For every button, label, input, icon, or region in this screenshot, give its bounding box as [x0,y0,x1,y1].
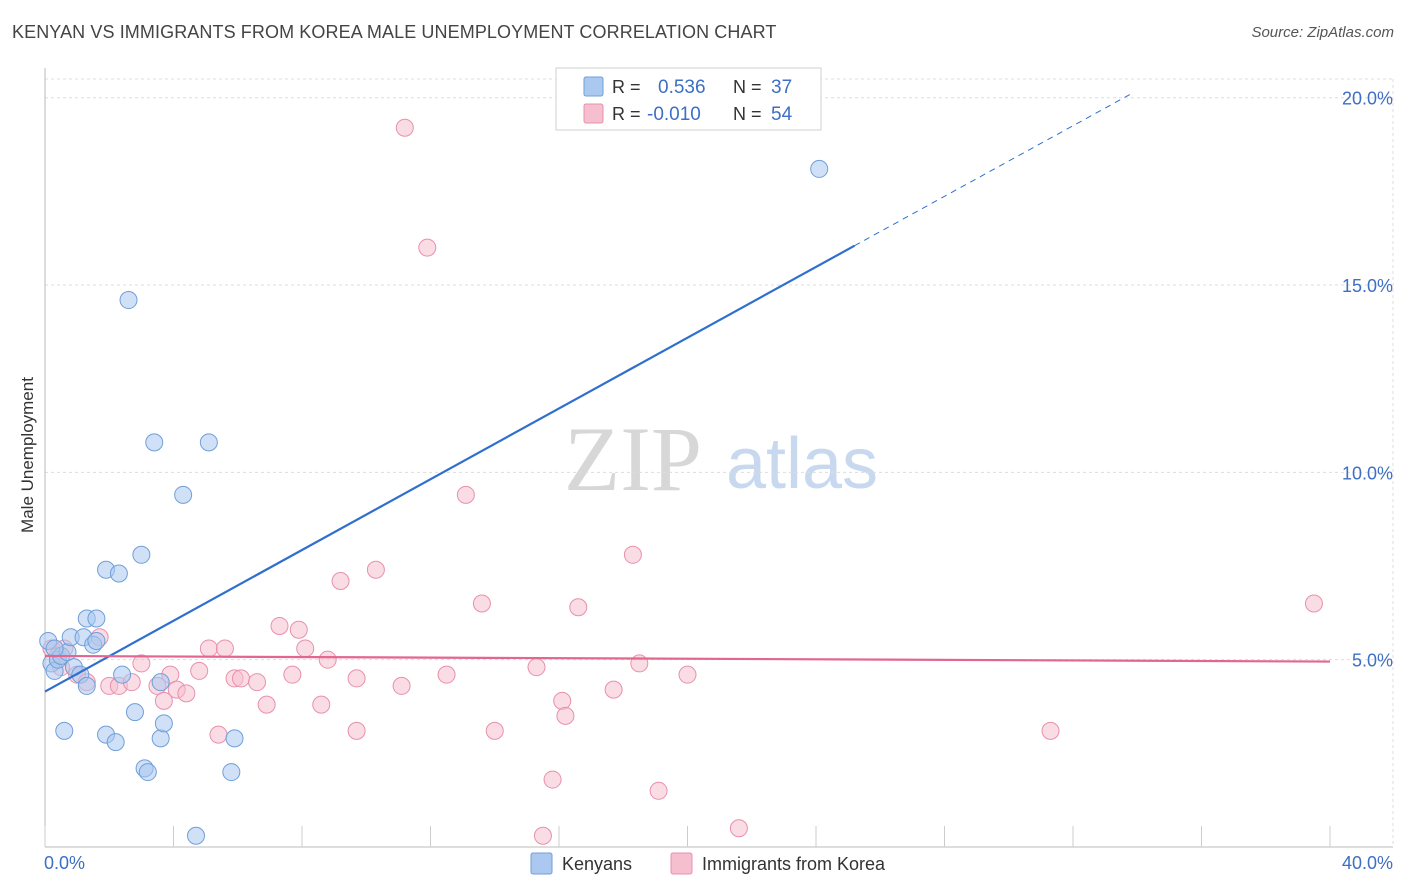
korea-point-16 [190,661,209,680]
korea-trendline [44,654,1331,663]
kenyan-point-34 [113,665,132,684]
korea-point-34 [392,676,411,695]
korea-point-48 [623,545,642,564]
korea-point-19 [215,639,234,658]
legend-swatch-korea [583,103,604,124]
kenyan-point-10 [77,676,96,695]
y-tick-labels: 5.0% 10.0% 15.0% 20.0% [1342,89,1393,671]
axes [44,68,1393,848]
korea-point-37 [437,665,456,684]
kenyan-point-30 [225,729,244,748]
chart-source: Source: ZipAtlas.com [1251,24,1394,41]
korea-point-35 [395,118,414,137]
korea-point-36 [418,238,437,257]
y-tick-label-1: 10.0% [1342,463,1393,483]
legend-r-label-korea: R = [612,104,641,124]
kenyan-point-31 [55,721,74,740]
grid [45,78,1394,847]
kenyan-point-33 [106,733,125,752]
korea-point-47 [604,680,623,699]
korea-point-32 [347,721,366,740]
legend-swatch-kenyans [583,76,604,97]
korea-point-46 [569,598,588,617]
x-tick-label-max: 40.0% [1342,853,1393,873]
kenyan-point-13 [87,631,106,650]
watermark: ZIP atlas [564,408,878,510]
legend-label-kenyans: Kenyans [562,854,632,874]
korea-point-26 [289,620,308,639]
korea-point-28 [312,695,331,714]
kenyan-point-25 [154,714,173,733]
korea-point-31 [347,669,366,688]
watermark-atlas: atlas [726,424,878,504]
kenyan-point-27 [186,826,205,845]
korea-point-40 [485,721,504,740]
kenyan-point-21 [138,763,157,782]
chart-title: KENYAN VS IMMIGRANTS FROM KOREA MALE UNE… [12,22,777,42]
korea-point-43 [543,770,562,789]
kenyan-point-28 [199,433,218,452]
kenyan-point-17 [119,291,138,310]
legend-r-label-kenyans: R = [612,77,641,97]
korea-point-53 [1041,721,1060,740]
korea-point-15 [177,684,196,703]
kenyan-trendline-extension [854,93,1132,247]
legend-r-value-korea: -0.010 [647,104,701,125]
legend-top: R = 0.536 N = 37 R = -0.010 N = 54 [555,67,822,131]
korea-point-17 [199,639,218,658]
kenyan-point-16 [109,564,128,583]
korea-point-33 [366,560,385,579]
korea-point-30 [331,572,350,591]
korea-point-29 [318,650,337,669]
legend-label-korea: Immigrants from Korea [702,854,886,874]
korea-point-24 [270,616,289,635]
y-tick-label-3: 20.0% [1342,89,1393,109]
x-tick-label-min: 0.0% [44,853,85,873]
korea-point-50 [649,781,668,800]
korea-point-18 [209,725,228,744]
kenyan-point-24 [151,729,170,748]
kenyan-point-22 [145,433,164,452]
korea-point-12 [154,691,173,710]
kenyan-point-18 [125,703,144,722]
korea-point-25 [283,665,302,684]
legend-n-value-korea: 54 [771,104,793,125]
legend-r-value-kenyans: 0.536 [658,77,706,98]
korea-point-52 [729,819,748,838]
korea-point-44 [553,691,572,710]
korea-point-22 [248,673,267,692]
watermark-zip: ZIP [564,408,702,510]
kenyan-point-36 [45,639,64,658]
korea-edge-point-0 [1304,594,1323,613]
korea-point-42 [533,826,552,845]
legend-bottom: Kenyans Immigrants from Korea [530,852,886,875]
legend-swatch-kenyans-bottom [530,852,553,875]
korea-point-39 [472,594,491,613]
kenyan-point-26 [174,485,193,504]
korea-point-21 [231,669,250,688]
korea-point-41 [527,658,546,677]
korea-point-10 [132,654,151,673]
trendlines [44,93,1331,693]
korea-point-38 [456,485,475,504]
kenyan-points [39,159,829,845]
korea-point-23 [257,695,276,714]
y-tick-label-0: 5.0% [1352,651,1393,671]
kenyan-point-19 [132,545,151,564]
kenyan-point-23 [151,673,170,692]
kenyan-point-14 [87,609,106,628]
legend-n-value-kenyans: 37 [771,77,792,98]
kenyan-point-29 [222,763,241,782]
korea-point-51 [678,665,697,684]
kenyan-trendline [44,244,856,693]
korea-point-27 [296,639,315,658]
korea-point-45 [556,706,575,725]
kenyan-point-35 [810,159,829,178]
y-tick-label-2: 15.0% [1342,276,1393,296]
legend-n-label-kenyans: N = [733,77,762,97]
legend-swatch-korea-bottom [670,852,693,875]
legend-n-label-korea: N = [733,104,762,124]
